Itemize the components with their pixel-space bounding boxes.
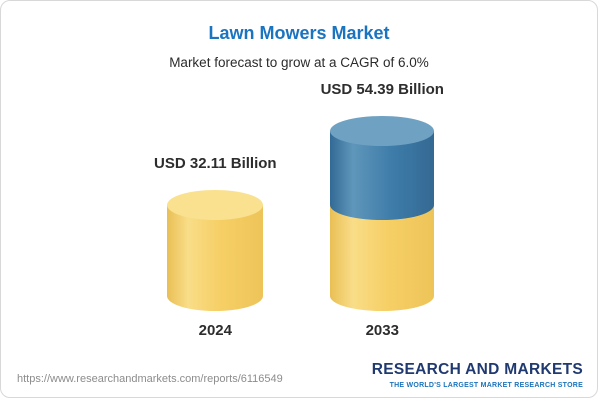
bar-2024: [167, 190, 264, 311]
researchandmarkets-logo: RESEARCH AND MARKETS THE WORLD'S LARGEST…: [372, 361, 583, 389]
axis-label-2033: 2033: [365, 322, 399, 339]
report-url[interactable]: https://www.researchandmarkets.com/repor…: [17, 373, 283, 385]
bar-2033-top-ellipse: [330, 116, 435, 146]
bar-2024-body: [167, 205, 264, 311]
value-label-2024: USD 32.11 Billion: [154, 155, 277, 172]
bar-2033: [330, 116, 435, 311]
page-subtitle: Market forecast to grow at a CAGR of 6.0…: [169, 55, 429, 70]
bar-2033-base-segment: [330, 205, 435, 311]
bar-chart: USD 32.11 Billion 2024 USD 54.39 Billion…: [1, 81, 597, 339]
bar-2024-top-ellipse: [167, 190, 264, 220]
logo-name: RESEARCH AND MARKETS: [371, 361, 583, 378]
bar-column-2024: USD 32.11 Billion 2024: [154, 155, 277, 339]
value-label-2033: USD 54.39 Billion: [320, 81, 444, 98]
page-title: Lawn Mowers Market: [208, 23, 390, 43]
footer: https://www.researchandmarkets.com/repor…: [17, 361, 583, 389]
bar-column-2033: USD 54.39 Billion 2033: [321, 81, 444, 339]
logo-tagline: THE WORLD'S LARGEST MARKET RESEARCH STOR…: [389, 382, 583, 389]
axis-label-2024: 2024: [198, 322, 232, 339]
